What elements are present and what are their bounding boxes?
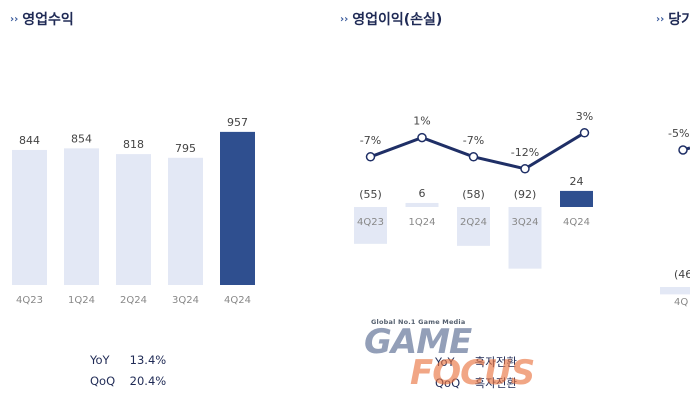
bar: [168, 157, 203, 285]
line-point: [468, 152, 479, 162]
revenue-chart: 844 4Q23 854 1Q24 818 2Q24 795 3Q24 957 4Q24: [12, 116, 255, 306]
data-label: (46: [674, 268, 690, 281]
net-title-text: 당기: [668, 12, 690, 28]
op-qoq-value: 흑자전환: [474, 376, 517, 390]
x-tick-label: 4Q23: [357, 217, 384, 228]
bar: [560, 190, 593, 207]
x-tick-label: 4Q24: [563, 217, 590, 228]
x-tick-label: 1Q24: [409, 217, 436, 228]
op-title-text: 영업이익(손실): [352, 12, 443, 28]
op-yoy-value: 흑자전환: [474, 355, 517, 369]
x-tick-label: 3Q24: [512, 217, 539, 228]
x-tick-label: 2Q24: [460, 217, 487, 228]
x-tick-label: 4Q: [674, 297, 688, 308]
net-title: ›› 당기: [656, 9, 690, 29]
bar: [457, 207, 490, 246]
chevron-icon: ››: [340, 13, 349, 25]
bar: [405, 202, 439, 207]
line-label: 1%: [413, 115, 430, 128]
x-tick-label: 4Q23: [16, 295, 43, 306]
data-label: 6: [419, 187, 426, 200]
data-label: 795: [175, 142, 196, 155]
line-point: [678, 145, 688, 155]
watermark-tagline: Global No.1 Game Media: [371, 318, 466, 326]
watermark-game: GAME: [364, 322, 472, 362]
line-label: -7%: [463, 134, 484, 147]
data-label: 24: [570, 175, 584, 188]
net-panel: ›› 당기 (46 4Q -5%: [650, 0, 690, 406]
line-point: [579, 128, 590, 138]
chevron-icon: ››: [656, 13, 665, 25]
revenue-panel: ›› 영업수익 844 4Q23 854 1Q24 818 2Q24 795 3Q24 957 4…: [0, 0, 280, 406]
revenue-yoy-value: 13.4%: [129, 353, 167, 367]
revenue-yoy-row: YoY 13.4%: [90, 350, 166, 371]
bar: [12, 149, 47, 285]
data-label: (58): [462, 188, 485, 201]
revenue-qoq-label: QoQ: [90, 374, 116, 388]
line-point: [520, 164, 530, 174]
x-tick-label: 4Q24: [224, 295, 251, 306]
data-label: 957: [227, 116, 248, 129]
op-yoy-row: YoY 흑자전환: [435, 352, 517, 373]
op-summary: YoY 흑자전환 QoQ 흑자전환: [435, 352, 517, 394]
revenue-qoq-value: 20.4%: [129, 374, 167, 388]
bar: [220, 131, 255, 285]
line-point: [365, 152, 376, 162]
line-point: [417, 132, 427, 143]
data-label: 844: [19, 134, 40, 147]
revenue-summary: YoY 13.4% QoQ 20.4%: [90, 350, 166, 392]
bar: [660, 287, 690, 295]
data-label: (92): [514, 188, 537, 201]
x-tick-label: 3Q24: [172, 295, 199, 306]
op-qoq-row: QoQ 흑자전환: [435, 373, 517, 394]
bar: [508, 207, 542, 269]
line-label: -5%: [668, 127, 689, 140]
op-panel: ›› 영업이익(손실) (55) 4Q23 6 1Q24 (58) 2Q24 (92) 3Q2…: [330, 0, 630, 406]
x-tick-label: 1Q24: [68, 295, 95, 306]
op-yoy-label: YoY: [435, 355, 455, 369]
revenue-title: ›› 영업수익: [10, 9, 74, 29]
op-chart: (55) 4Q23 6 1Q24 (58) 2Q24 (92) 3Q24 24 4Q24 -7% 1%…: [354, 110, 593, 269]
line-label: -12%: [511, 146, 539, 159]
net-chart: (46 4Q -5%: [660, 127, 690, 308]
chevron-icon: ››: [10, 13, 19, 25]
op-title: ›› 영업이익(손실): [340, 9, 442, 29]
data-label: 854: [71, 132, 92, 145]
bar: [116, 154, 151, 285]
revenue-title-text: 영업수익: [22, 12, 74, 28]
data-label: 818: [123, 138, 144, 151]
line-label: -7%: [360, 134, 381, 147]
line-label: 3%: [576, 110, 593, 123]
watermark-focus: FOCUS: [410, 353, 535, 393]
game-focus-watermark: Global No.1 Game Media GAME FOCUS: [364, 318, 564, 406]
bar: [354, 207, 387, 244]
data-label: (55): [359, 188, 382, 201]
op-qoq-label: QoQ: [435, 376, 461, 390]
revenue-qoq-row: QoQ 20.4%: [90, 371, 166, 392]
x-tick-label: 2Q24: [120, 295, 147, 306]
revenue-yoy-label: YoY: [90, 353, 110, 367]
bar: [64, 148, 99, 285]
